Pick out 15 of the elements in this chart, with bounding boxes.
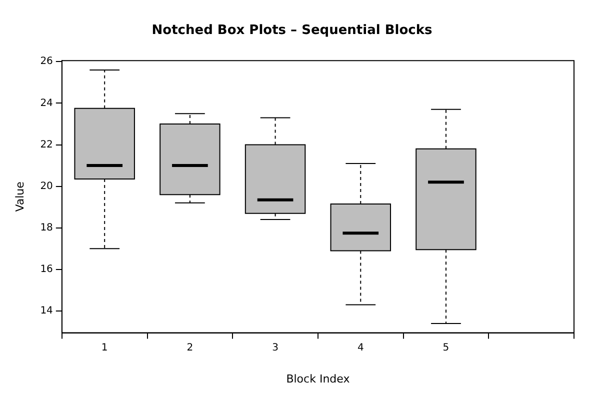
y-tick-label: 16 <box>40 264 53 276</box>
chart-title: Notched Box Plots – Sequential Blocks <box>152 23 432 38</box>
x-tick-label: 3 <box>272 342 278 354</box>
x-tick-label: 4 <box>357 342 364 354</box>
y-tick-label: 14 <box>40 306 53 317</box>
y-tick-label: 26 <box>40 56 53 68</box>
x-axis-title: Block Index <box>286 372 350 386</box>
y-tick-label: 18 <box>40 222 53 234</box>
x-tick-label: 5 <box>442 342 450 354</box>
x-tick-label: 2 <box>186 342 194 354</box>
y-axis-title: Value <box>13 181 26 212</box>
x-tick-label: 1 <box>101 342 108 354</box>
y-tick-label: 24 <box>40 98 53 109</box>
y-tick-label: 22 <box>40 139 53 150</box>
y-tick-label: 20 <box>40 180 53 192</box>
